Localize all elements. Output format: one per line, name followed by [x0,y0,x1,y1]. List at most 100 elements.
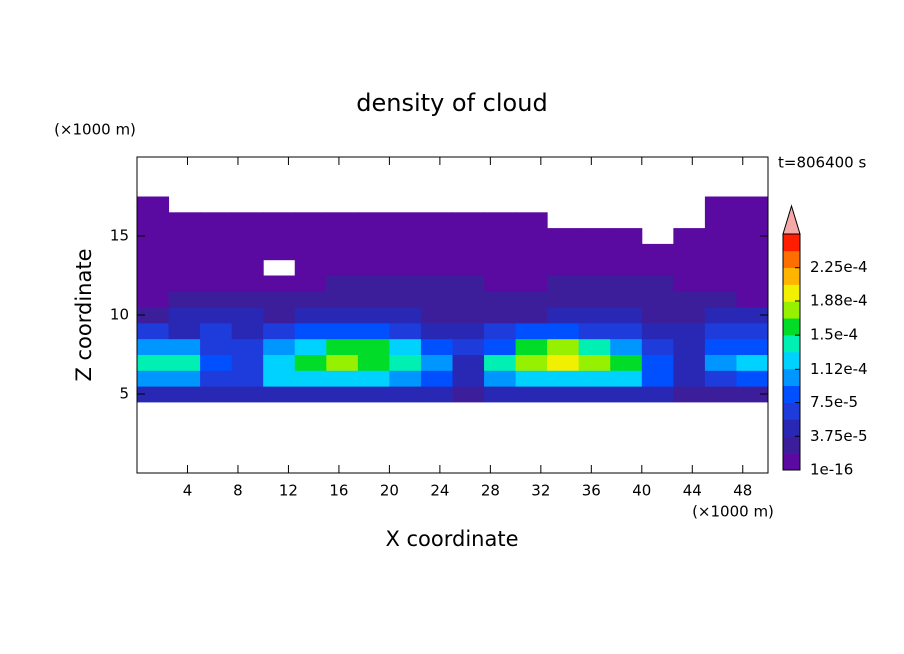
contour-cell [547,275,580,292]
contour-cell [641,307,674,324]
contour-cell [547,322,580,340]
contour-cell [357,212,390,229]
y-tick-label: 10 [110,306,129,324]
contour-cell [452,354,485,371]
contour-cell [263,322,296,340]
contour-cell [515,386,548,403]
contour-cell [547,354,580,371]
contour-cell [736,291,769,308]
contour-cell [704,338,737,355]
contour-cell [547,307,580,324]
contour-cell [137,212,170,229]
contour-cell [578,259,611,276]
contour-cell [137,322,170,340]
contour-cell [452,228,485,245]
contour-cell [294,228,327,245]
contour-cell [673,275,706,292]
contour-cell [484,307,517,324]
contour-cell [137,354,170,371]
contour-cell [200,322,233,340]
contour-cell [420,386,453,403]
contour-cell [263,386,296,403]
contour-cell [357,243,390,261]
contour-cell [263,243,296,261]
contour-cell [641,291,674,308]
y-tick-label: 15 [110,227,129,245]
contour-cell [420,307,453,324]
contour-cell [736,307,769,324]
y-tick-label: 5 [119,385,129,403]
contour-cell [673,259,706,276]
contour-cell [326,354,359,371]
contour-cell [704,275,737,292]
contour-cell [231,212,264,229]
contour-cell [610,307,643,324]
contour-cell [357,275,390,292]
colorbar-frame [782,233,801,471]
contour-cell [420,338,453,355]
colorbar-band [783,318,800,336]
contour-cell [168,259,201,276]
contour-cell [452,370,485,387]
contour-cell [484,243,517,261]
contour-cell [704,291,737,308]
contour-cell [326,259,359,276]
contour-cell [484,259,517,276]
contour-cell [673,322,706,340]
contour-cell [200,307,233,324]
contour-cell [673,291,706,308]
contour-cell [200,354,233,371]
x-tick-label: 4 [183,482,193,500]
contour-cell [263,212,296,229]
contour-cell [610,259,643,276]
contour-cell [168,275,201,292]
contour-cell [736,259,769,276]
time-annotation: t=806400 s [778,154,866,172]
contour-cell [389,291,422,308]
colorbar-band [783,335,800,353]
contour-cell [294,212,327,229]
contour-cell [137,370,170,387]
x-tick-label: 44 [683,482,702,500]
contour-cell [294,275,327,292]
contour-cell [547,291,580,308]
colorbar-tick-label: 7.5e-5 [810,393,858,411]
contour-cell [231,386,264,403]
colorbar-band [783,267,800,285]
contour-cell [610,275,643,292]
contour-cell [547,259,580,276]
contour-cell [515,338,548,355]
x-tick-label: 28 [481,482,500,500]
contour-cell [736,338,769,355]
contour-cell [357,338,390,355]
colorbar-band [783,368,800,387]
contour-cell [484,228,517,245]
x-tick-label: 32 [531,482,550,500]
contour-cell [231,228,264,245]
contour-cell [641,354,674,371]
colorbar-tick-label: 3.75e-5 [810,427,868,445]
contour-cell [357,259,390,276]
contour-cell [515,291,548,308]
contour-cell [200,386,233,403]
contour-cell [641,322,674,340]
colorbar-band [783,234,800,252]
colorbar-tick-label: 1e-16 [810,461,853,479]
colorbar-band [783,301,800,319]
colorbar-tick-label: 1.5e-4 [810,326,858,344]
contour-cell [326,370,359,387]
contour-cell [515,307,548,324]
contour-cell [610,322,643,340]
contour-cell [326,291,359,308]
contour-cell [326,228,359,245]
contour-cell [610,370,643,387]
contour-cell [263,354,296,371]
colorbar-band [783,385,800,403]
contour-cell [389,386,422,403]
contour-cell [610,354,643,371]
contour-cell [357,322,390,340]
contour-cell [420,275,453,292]
contour-cell [610,228,643,245]
contour-cell [263,307,296,324]
